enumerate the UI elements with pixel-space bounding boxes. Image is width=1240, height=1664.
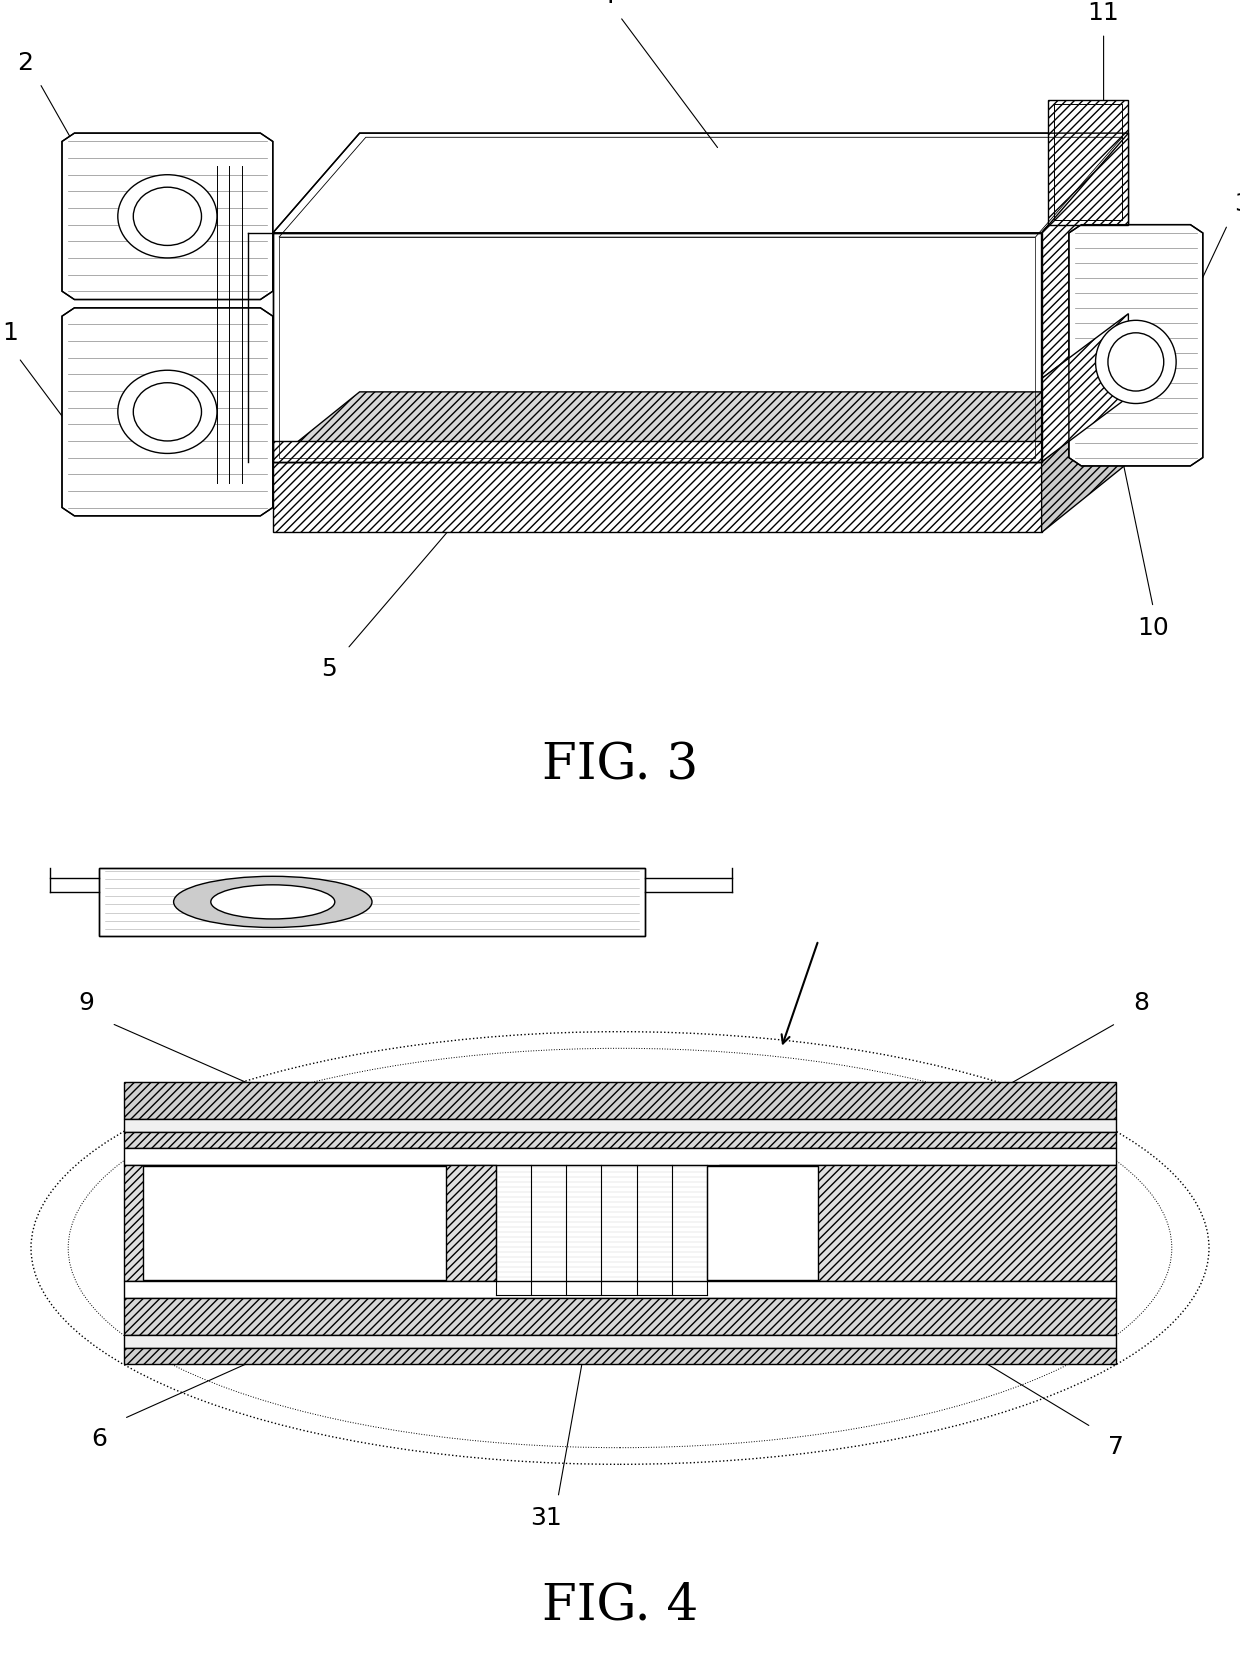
Polygon shape (273, 461, 1042, 532)
Ellipse shape (31, 1032, 1209, 1464)
Text: 11: 11 (1087, 2, 1120, 25)
Text: 7: 7 (1109, 1434, 1123, 1459)
Text: FIG. 3: FIG. 3 (542, 740, 698, 790)
Polygon shape (1069, 225, 1203, 466)
Polygon shape (1042, 313, 1128, 461)
Polygon shape (62, 308, 273, 516)
Polygon shape (273, 391, 1128, 461)
Ellipse shape (174, 877, 372, 927)
Ellipse shape (134, 383, 201, 441)
Ellipse shape (118, 369, 217, 453)
Text: 6: 6 (92, 1428, 107, 1451)
Polygon shape (62, 133, 273, 300)
Polygon shape (719, 1165, 1116, 1281)
Polygon shape (124, 1298, 1116, 1335)
Polygon shape (124, 1082, 1116, 1118)
Text: 31: 31 (529, 1506, 562, 1529)
Text: 5: 5 (321, 657, 336, 681)
Text: 8: 8 (1133, 992, 1148, 1015)
Polygon shape (707, 1166, 818, 1280)
Text: 9: 9 (79, 992, 94, 1015)
Bar (99, 869, 645, 935)
Ellipse shape (118, 175, 217, 258)
Polygon shape (1042, 391, 1128, 532)
Text: 1: 1 (2, 321, 17, 344)
Polygon shape (1042, 133, 1128, 378)
Polygon shape (273, 441, 1042, 461)
Ellipse shape (1096, 319, 1176, 403)
Bar (99, 869, 645, 935)
Polygon shape (124, 1281, 1116, 1298)
Polygon shape (273, 133, 1128, 233)
Text: 3: 3 (1234, 193, 1240, 216)
Polygon shape (124, 1335, 1116, 1348)
Ellipse shape (1107, 333, 1163, 391)
Polygon shape (273, 233, 1042, 461)
Text: 4: 4 (600, 0, 615, 8)
Polygon shape (1048, 100, 1128, 225)
Polygon shape (124, 1348, 1116, 1364)
Polygon shape (124, 1132, 1116, 1148)
Polygon shape (124, 1148, 1116, 1165)
Polygon shape (1042, 133, 1128, 461)
Polygon shape (124, 1165, 496, 1281)
Ellipse shape (134, 188, 201, 245)
Polygon shape (143, 1166, 446, 1280)
Text: 10: 10 (1137, 616, 1169, 639)
Ellipse shape (211, 885, 335, 919)
Text: FIG. 4: FIG. 4 (542, 1581, 698, 1631)
Polygon shape (124, 1118, 1116, 1132)
Text: 2: 2 (17, 52, 32, 75)
